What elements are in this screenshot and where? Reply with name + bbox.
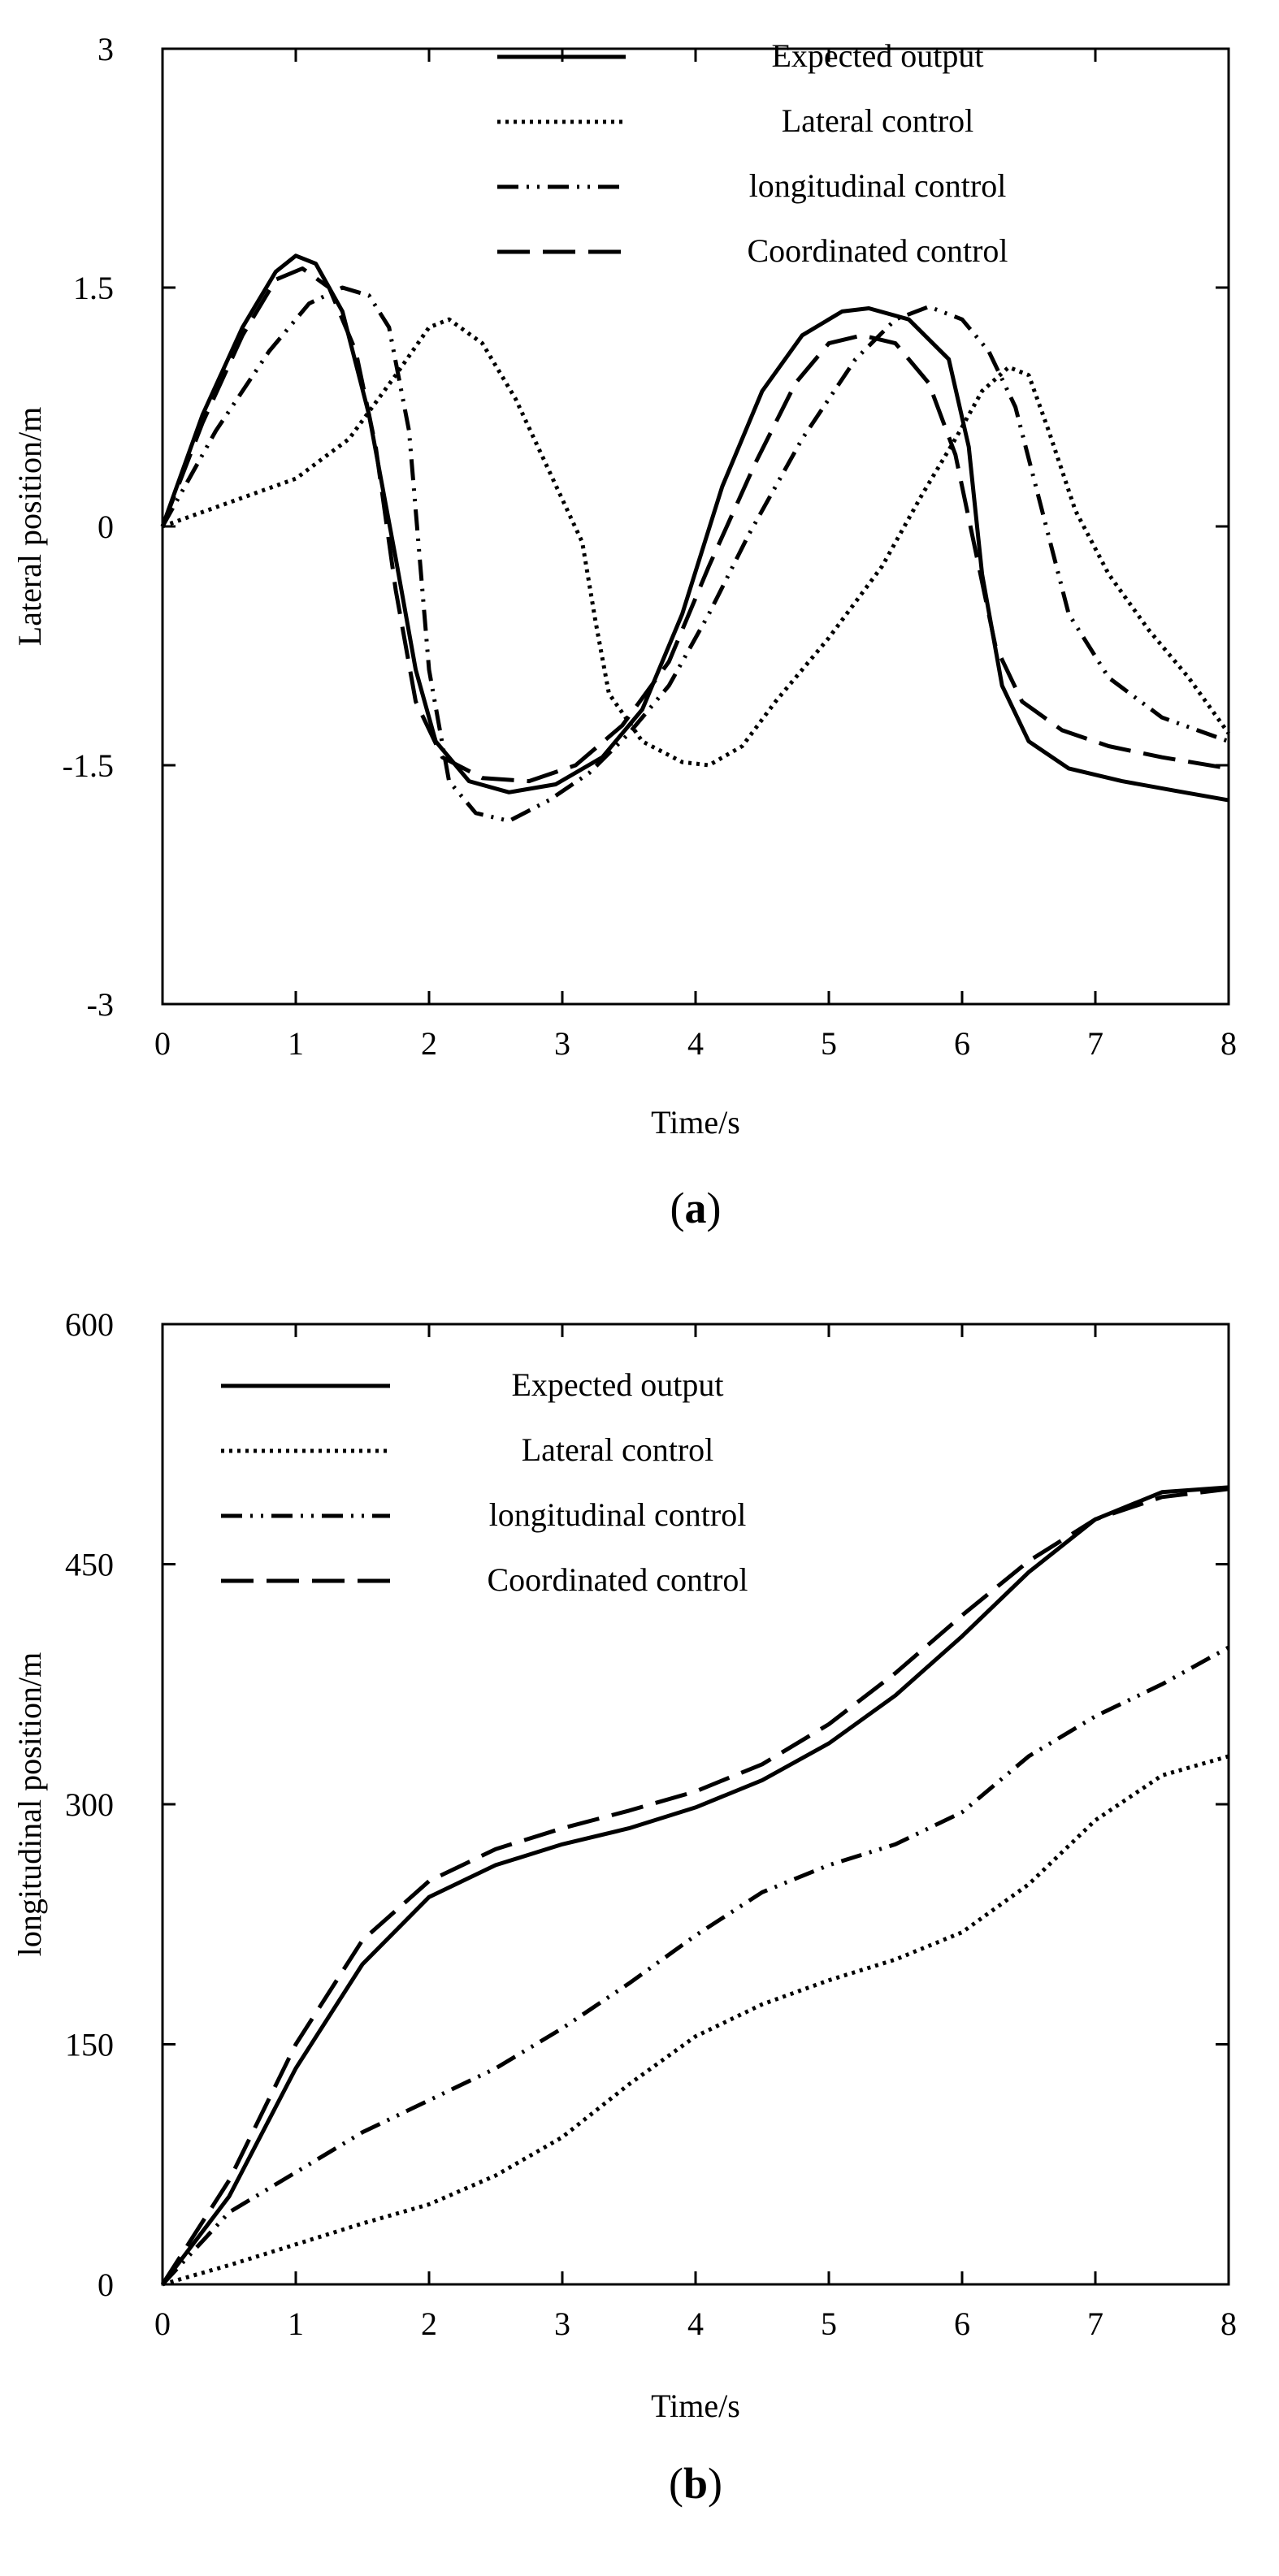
x-tick-label: 3: [554, 1025, 570, 1062]
y-tick-label: -1.5: [63, 747, 114, 784]
series-line-coordinated-control: [160, 1487, 1229, 2286]
y-axis-label: longitudinal position/m: [11, 1652, 48, 1956]
y-tick-label: -3: [87, 986, 114, 1023]
series-line-expected-output: [160, 253, 1229, 803]
x-tick-label: 2: [421, 2305, 437, 2342]
series-line-lateral-control: [162, 1754, 1229, 2287]
y-tick-label: 0: [98, 509, 114, 545]
x-tick-label: 7: [1087, 2305, 1103, 2342]
series-line-lateral-control: [162, 317, 1231, 768]
chart-panel-b: 0 1 2 3 4 5 6 7 8 600 450 300 150 0 Time/s longitudinal…: [11, 1306, 1237, 2508]
x-tick-label: 6: [954, 2305, 970, 2342]
x-tick-label: 0: [154, 1025, 171, 1062]
legend-label: Coordinated control: [747, 232, 1008, 269]
x-tick-label: 4: [687, 2305, 704, 2342]
x-axis-label: Time/s: [651, 2388, 740, 2424]
legend: Expected output Lateral control longitudin…: [497, 37, 1008, 269]
panel-label: (a): [670, 1184, 722, 1232]
y-tick-label: 1.5: [73, 270, 114, 306]
y-tick-label: 0: [98, 2266, 114, 2303]
series-line-longitudinal-control: [161, 1645, 1230, 2286]
chart-panel-a: 0 1 2 3 4 5 6 7 8 3 1.5 0 -1.5 -3 Time/s Lateral positi…: [11, 31, 1237, 1232]
y-tick-label: 150: [65, 2027, 114, 2063]
x-tick-label: 0: [154, 2305, 171, 2342]
series-line-expected-output: [161, 1485, 1229, 2286]
y-tick-label: 450: [65, 1547, 114, 1583]
y-tick-label: 600: [65, 1306, 114, 1343]
y-axis-label: Lateral position/m: [11, 407, 48, 646]
x-tick-label: 5: [821, 2305, 837, 2342]
legend-label: Expected output: [511, 1366, 723, 1403]
series-line-coordinated-control: [160, 266, 1229, 784]
legend-label: longitudinal control: [749, 167, 1007, 204]
legend-label: Lateral control: [782, 102, 974, 139]
x-axis-label: Time/s: [651, 1104, 740, 1141]
legend-label: Coordinated control: [487, 1561, 748, 1598]
x-tick-label: 1: [288, 1025, 304, 1062]
x-tick-label: 3: [554, 2305, 570, 2342]
x-tick-label: 8: [1220, 2305, 1237, 2342]
x-tick-label: 8: [1220, 1025, 1237, 1062]
x-tick-label: 6: [954, 1025, 970, 1062]
legend-label: Lateral control: [522, 1431, 714, 1468]
legend-label: longitudinal control: [489, 1496, 747, 1533]
x-tick-label: 5: [821, 1025, 837, 1062]
y-tick-label: 3: [98, 31, 114, 67]
x-tick-label: 1: [288, 2305, 304, 2342]
panel-label: (b): [669, 2459, 722, 2508]
legend: Expected output Lateral control longitudin…: [221, 1366, 748, 1598]
x-tick-label: 7: [1087, 1025, 1103, 1062]
x-tick-label: 2: [421, 1025, 437, 1062]
plot-frame: [161, 1323, 1230, 2286]
x-tick-label: 4: [687, 1025, 704, 1062]
y-tick-label: 300: [65, 1786, 114, 1823]
series-line-longitudinal-control: [160, 285, 1229, 824]
plot-frame: [161, 47, 1230, 1006]
legend-label: Expected output: [771, 37, 983, 74]
